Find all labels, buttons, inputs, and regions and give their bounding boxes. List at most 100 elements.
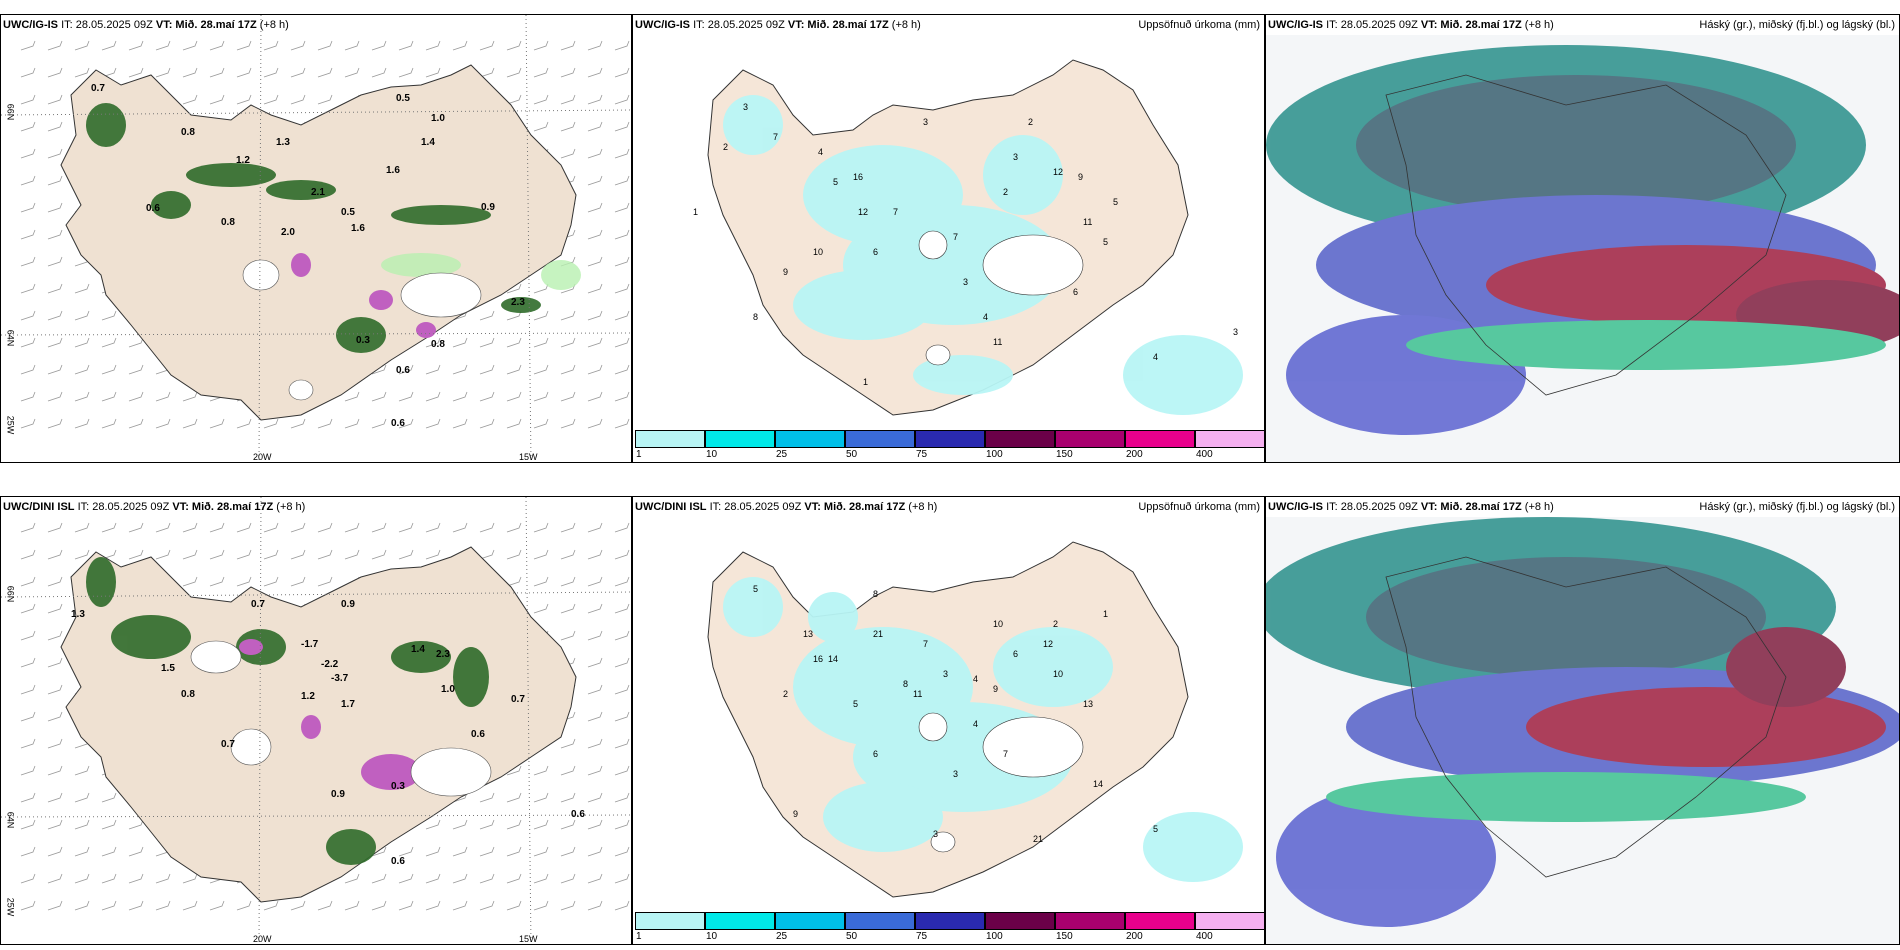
wind-barb — [74, 418, 90, 429]
precip-value: 3 — [923, 117, 928, 127]
wind-barb — [452, 819, 468, 830]
wind-barb — [587, 738, 603, 749]
precip-value: 9 — [993, 684, 998, 694]
wind-label: 0.8 — [431, 339, 445, 350]
wind-barb — [128, 846, 144, 857]
wind-barb — [47, 900, 63, 911]
wind-barb — [479, 846, 495, 857]
colorbar-swatch — [1195, 430, 1264, 448]
precip-value: 7 — [773, 132, 778, 142]
wind-barb — [560, 549, 576, 560]
wind-barb — [236, 522, 252, 533]
wind-barb — [452, 418, 468, 429]
wind-barb — [155, 391, 171, 402]
colorbar-label: 25 — [776, 449, 788, 460]
wind-barb — [614, 283, 630, 294]
precip-value: 2 — [1053, 619, 1058, 629]
wind-label: 1.3 — [71, 609, 85, 620]
wind-barb — [74, 391, 90, 402]
precip-value: 1 — [863, 377, 868, 387]
colorbar-swatch — [1055, 912, 1125, 930]
wind-barb — [47, 549, 63, 560]
wind-barb — [317, 522, 333, 533]
panel-top-clouds: UWC/IG-IS IT: 28.05.2025 09Z VT: Mið. 28… — [1265, 14, 1900, 463]
wind-barb — [587, 40, 603, 51]
wind-label: -2.2 — [321, 659, 339, 670]
wind-barb — [182, 873, 198, 884]
wind-label: 0.5 — [341, 207, 355, 218]
precip-value: 14 — [828, 654, 838, 664]
wind-barb — [587, 67, 603, 78]
precip-value: 10 — [1053, 669, 1063, 679]
colorbar-label: 10 — [706, 931, 718, 942]
wind-barb — [506, 819, 522, 830]
wind-barb — [47, 202, 63, 213]
wind-label: 1.0 — [431, 113, 445, 124]
wind-barb — [560, 418, 576, 429]
wind-barb — [533, 40, 549, 51]
wind-barb — [101, 792, 117, 803]
lon-label: 15W — [519, 934, 538, 944]
wind-barb — [425, 522, 441, 533]
wind-barb — [209, 522, 225, 533]
wind-barb — [452, 391, 468, 402]
colorbar-swatch — [915, 430, 985, 448]
wind-barb — [560, 364, 576, 375]
colorbar-label: 400 — [1196, 449, 1213, 460]
wind-barb — [398, 549, 414, 560]
precip-value: 4 — [973, 674, 978, 684]
wind-barb — [506, 40, 522, 51]
wind-barb — [398, 418, 414, 429]
wind-barb — [614, 310, 630, 321]
wind-barb — [128, 40, 144, 51]
wind-barb — [587, 900, 603, 911]
precip-map: 3 2 7 4 5 16 7 3 12 9 11 5 2 6 10 3 4 9 … — [693, 59, 1243, 416]
wind-barb — [560, 765, 576, 776]
wind-label: 2.1 — [311, 187, 325, 198]
wind-barb — [398, 391, 414, 402]
wind-barb — [587, 337, 603, 348]
wind-barb — [47, 229, 63, 240]
wind-barb — [128, 873, 144, 884]
wind-barb — [587, 391, 603, 402]
wind-barb — [452, 364, 468, 375]
wind-label: 1.4 — [411, 644, 425, 655]
wind-barb — [371, 40, 387, 51]
precip-value: 7 — [923, 639, 928, 649]
precip-value: 11 — [1083, 217, 1092, 227]
wind-barb — [425, 549, 441, 560]
wind-barb — [398, 364, 414, 375]
wind-label: 0.9 — [331, 789, 345, 800]
wind-barb — [560, 873, 576, 884]
wind-barb — [74, 364, 90, 375]
wind-barb — [101, 522, 117, 533]
wind-barb — [20, 148, 36, 159]
wind-label: 0.7 — [251, 599, 265, 610]
wind-barb — [290, 522, 306, 533]
wind-barb — [263, 40, 279, 51]
wind-barb — [479, 310, 495, 321]
wind-map: 1.3 0.7 0.9 -1.7 -2.2 -3.7 1.4 0.8 0.6 1… — [1, 497, 631, 944]
precip-value: 10 — [993, 619, 1003, 629]
precip-value: 5 — [1153, 824, 1158, 834]
wind-barb — [614, 819, 630, 830]
wind-barb — [20, 576, 36, 587]
precip-value: 5 — [853, 699, 858, 709]
wind-barb — [20, 873, 36, 884]
wind-barb — [371, 418, 387, 429]
wind-barb — [587, 873, 603, 884]
colorbar-swatch — [1195, 912, 1264, 930]
wind-barb — [74, 337, 90, 348]
precip-value: 1 — [693, 207, 698, 217]
wind-barb — [236, 94, 252, 105]
wind-barb — [101, 40, 117, 51]
wind-barb — [506, 846, 522, 857]
wind-barb — [128, 337, 144, 348]
wind-barb — [587, 364, 603, 375]
wind-label: -3.7 — [331, 673, 349, 684]
wind-barb — [236, 576, 252, 587]
wind-barb — [479, 873, 495, 884]
wind-barb — [20, 121, 36, 132]
wind-barb — [20, 657, 36, 668]
wind-barb — [506, 900, 522, 911]
